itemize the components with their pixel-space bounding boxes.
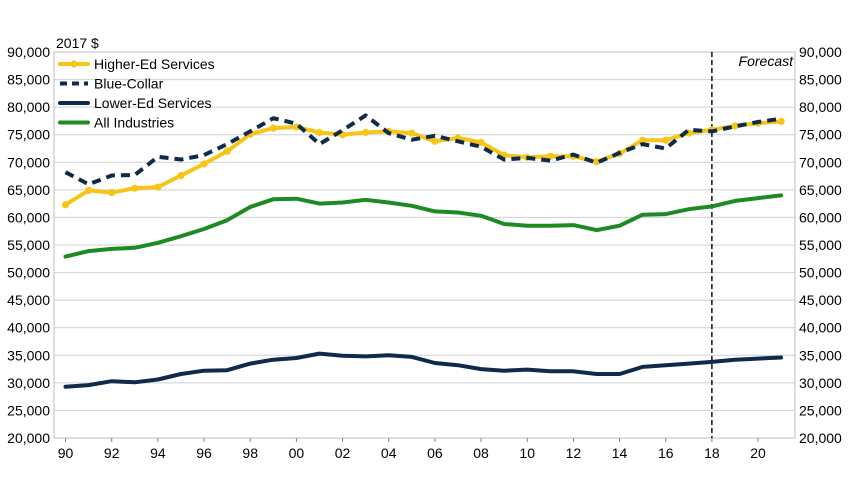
y-tick-label-left: 90,000	[7, 44, 50, 60]
y-tick-label-left: 45,000	[7, 292, 50, 308]
data-point-higher-ed-services	[61, 201, 70, 209]
legend: Higher-Ed Services Blue-Collar Lower-Ed Se…	[58, 56, 215, 131]
y-tick-label-left: 85,000	[7, 72, 50, 88]
y-tick-label-left: 75,000	[7, 127, 50, 143]
forecast-annotation: Forecast	[739, 53, 795, 69]
data-point-higher-ed-services	[362, 128, 370, 137]
right-y-axis-ticks: 20,000 25,000 30,000 35,000 40,000 45,000 50,0…	[799, 44, 842, 446]
left-y-axis-ticks: 20,000 25,000 30,000 35,000 40,000 45,000 50,0…	[7, 44, 50, 446]
x-tick-label: 12	[566, 445, 582, 461]
data-point-higher-ed-services	[292, 123, 300, 131]
y-tick-label-right: 65,000	[799, 182, 842, 198]
y-tick-label-right: 90,000	[799, 44, 842, 60]
y-tick-label-right: 40,000	[799, 320, 842, 336]
y-tick-label-left: 40,000	[7, 320, 50, 336]
x-tick-label: 90	[58, 445, 74, 461]
x-tick-label: 04	[381, 445, 397, 461]
y-tick-label-left: 30,000	[7, 375, 50, 391]
data-point-higher-ed-services	[200, 160, 208, 168]
x-axis-ticks: 90 92 94 96 98 00 02 04 06 08 10 12 14 16 18 20	[58, 438, 766, 461]
legend-marker-higher-ed-services	[70, 60, 78, 68]
series-line-all-industries	[63, 193, 784, 259]
series-line-lower-ed-services	[63, 351, 784, 389]
y-tick-label-right: 50,000	[799, 265, 842, 281]
y-tick-label-left: 60,000	[7, 209, 50, 225]
x-tick-label: 02	[335, 445, 351, 461]
y-tick-label-right: 35,000	[799, 347, 842, 363]
data-point-higher-ed-services	[315, 128, 324, 137]
y-tick-label-left: 55,000	[7, 237, 50, 253]
data-point-higher-ed-services	[731, 122, 739, 130]
y-tick-label-right: 60,000	[799, 209, 842, 225]
data-point-higher-ed-services	[639, 136, 647, 144]
legend-label-higher-ed-services: Higher-Ed Services	[94, 56, 215, 72]
x-tick-label: 10	[519, 445, 535, 461]
y-tick-label-right: 80,000	[799, 99, 842, 115]
y-tick-label-right: 45,000	[799, 292, 842, 308]
series-line-higher-ed-services	[63, 119, 784, 207]
data-point-higher-ed-services	[223, 147, 231, 155]
data-point-higher-ed-services	[154, 183, 162, 191]
x-tick-label: 94	[150, 445, 166, 461]
plot-area-frame	[53, 51, 796, 439]
x-tick-label: 98	[242, 445, 258, 461]
x-tick-label: 00	[289, 445, 305, 461]
x-tick-label: 20	[750, 445, 766, 461]
x-tick-label: 06	[427, 445, 443, 461]
x-tick-label: 08	[473, 445, 489, 461]
data-point-higher-ed-services	[131, 184, 139, 192]
y-tick-label-left: 25,000	[7, 402, 50, 418]
legend-label-all-industries: All Industries	[94, 115, 174, 131]
data-point-higher-ed-services	[477, 138, 485, 147]
legend-label-blue-collar: Blue-Collar	[94, 76, 164, 92]
y-tick-label-left: 20,000	[7, 430, 50, 446]
y-tick-label-right: 70,000	[799, 154, 842, 170]
y-tick-label-left: 50,000	[7, 265, 50, 281]
data-point-higher-ed-services	[269, 124, 277, 132]
data-point-higher-ed-services	[546, 152, 554, 160]
data-point-higher-ed-services	[177, 171, 185, 180]
x-tick-label: 18	[704, 445, 720, 461]
y-tick-label-left: 70,000	[7, 154, 50, 170]
data-point-higher-ed-services	[431, 137, 439, 145]
y-tick-label-right: 30,000	[799, 375, 842, 391]
y-tick-label-right: 75,000	[799, 127, 842, 143]
x-tick-label: 16	[658, 445, 674, 461]
x-tick-label: 96	[196, 445, 212, 461]
y-tick-label-right: 20,000	[799, 430, 842, 446]
x-tick-label: 92	[104, 445, 120, 461]
data-point-higher-ed-services	[108, 189, 116, 197]
legend-label-lower-ed-services: Lower-Ed Services	[94, 95, 212, 111]
unit-label: 2017 $	[56, 35, 99, 51]
series-line-blue-collar	[64, 113, 782, 187]
y-tick-label-left: 35,000	[7, 347, 50, 363]
data-point-higher-ed-services	[85, 186, 93, 195]
data-point-higher-ed-services	[777, 117, 785, 126]
y-tick-label-right: 55,000	[799, 237, 842, 253]
data-point-higher-ed-services	[408, 129, 416, 137]
series-layer	[61, 113, 785, 389]
y-tick-label-left: 80,000	[7, 99, 50, 115]
gridlines	[54, 51, 795, 439]
y-tick-label-right: 25,000	[799, 402, 842, 418]
y-tick-label-right: 85,000	[799, 72, 842, 88]
y-tick-label-left: 65,000	[7, 182, 50, 198]
data-point-higher-ed-services	[662, 136, 670, 144]
x-tick-label: 14	[612, 445, 628, 461]
